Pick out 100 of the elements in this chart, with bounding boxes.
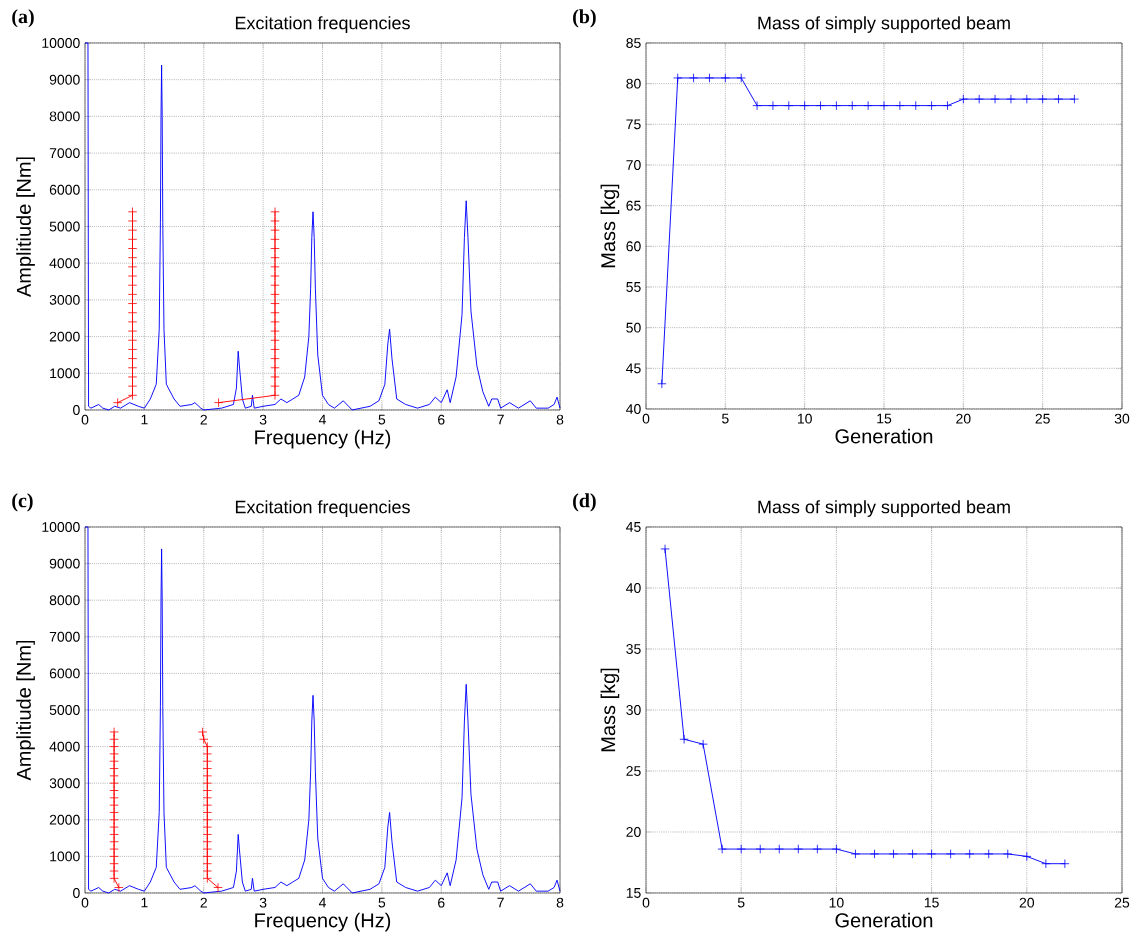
y-axis-title: Mass [kg] xyxy=(600,184,620,268)
point xyxy=(127,353,138,364)
point xyxy=(270,262,280,272)
point xyxy=(736,844,746,854)
x-tick-label: 4 xyxy=(318,414,326,425)
point xyxy=(202,741,212,752)
point xyxy=(197,727,208,737)
point xyxy=(863,100,873,111)
point xyxy=(109,793,119,803)
x-tick-label: 5 xyxy=(378,414,386,425)
chart-title: Mass of simply supported beam xyxy=(758,500,1010,517)
point xyxy=(109,763,119,774)
y-tick-label: 6000 xyxy=(49,668,80,679)
chart-title: Excitation frequencies xyxy=(235,16,410,33)
point xyxy=(199,734,209,744)
x-tick-label: 1 xyxy=(141,414,148,425)
y-tick-label: 30 xyxy=(626,705,641,715)
y-tick-label: 8000 xyxy=(49,111,80,122)
y-tick-label: 25 xyxy=(626,766,641,776)
point xyxy=(202,749,212,759)
point xyxy=(831,100,842,111)
point xyxy=(911,100,921,111)
point xyxy=(127,216,138,226)
point xyxy=(1038,94,1048,104)
x-axis-title: Frequency (Hz) xyxy=(255,429,391,449)
point xyxy=(213,397,224,408)
point xyxy=(673,73,683,83)
y-tick-label: 5000 xyxy=(49,221,80,232)
point xyxy=(109,800,119,810)
point xyxy=(270,280,280,290)
point xyxy=(202,837,212,847)
point xyxy=(127,262,138,272)
point xyxy=(202,866,212,876)
point xyxy=(202,859,212,869)
x-tick-label: 8 xyxy=(556,414,564,425)
x-tick-label: 15 xyxy=(924,897,939,908)
point xyxy=(127,308,138,318)
y-tick-label: 2000 xyxy=(49,331,80,342)
x-axis-title: Generation xyxy=(835,912,933,928)
point xyxy=(127,390,138,400)
point xyxy=(127,289,138,300)
point xyxy=(202,756,212,766)
point xyxy=(109,771,119,781)
point xyxy=(270,317,280,327)
point xyxy=(736,73,746,83)
point xyxy=(202,778,212,788)
text: (a) xyxy=(12,9,34,28)
point xyxy=(815,100,826,111)
y-tick-label: 4000 xyxy=(49,258,80,269)
y-tick-label: 9000 xyxy=(49,74,80,85)
y-axis-title: Amplitiude [Nm] xyxy=(16,157,35,298)
y-tick-label: 40 xyxy=(626,404,641,414)
y-tick-label: 40 xyxy=(626,583,641,593)
y-tick-label: 75 xyxy=(626,119,641,130)
y-tick-label: 80 xyxy=(626,78,641,89)
y-tick-label: 10000 xyxy=(42,38,80,48)
point xyxy=(1053,94,1064,104)
point xyxy=(109,829,119,840)
point xyxy=(942,100,953,111)
point xyxy=(127,225,138,235)
x-tick-label: 2 xyxy=(200,414,207,425)
text: (b) xyxy=(573,9,596,28)
point xyxy=(974,94,984,104)
text: (d) xyxy=(573,493,596,512)
x-axis-title: Frequency (Hz) xyxy=(255,912,391,932)
point xyxy=(270,335,280,345)
y-tick-label: 45 xyxy=(626,522,641,532)
point xyxy=(114,882,124,893)
point xyxy=(869,849,880,859)
point xyxy=(202,829,212,840)
y-tick-label: 7000 xyxy=(49,631,80,642)
point xyxy=(127,234,138,244)
point xyxy=(831,844,842,854)
point xyxy=(812,844,823,854)
point xyxy=(109,873,119,884)
x-tick-label: 8 xyxy=(556,897,564,908)
y-tick-label: 0 xyxy=(73,888,80,898)
y-tick-label: 70 xyxy=(626,160,641,170)
point xyxy=(965,849,975,859)
point xyxy=(127,317,138,327)
point xyxy=(270,207,280,217)
point xyxy=(109,815,119,825)
x-tick-label: 15 xyxy=(877,413,892,424)
point xyxy=(109,734,119,744)
point xyxy=(1022,851,1032,862)
point xyxy=(1060,859,1070,869)
point xyxy=(109,756,119,766)
point xyxy=(990,94,1000,104)
point xyxy=(270,298,280,309)
y-tick-label: 85 xyxy=(626,38,641,48)
point xyxy=(109,741,119,752)
point xyxy=(109,785,119,796)
x-tick-label: 10 xyxy=(797,413,812,424)
y-tick-label: 8000 xyxy=(49,595,80,606)
point xyxy=(774,844,784,854)
y-tick-label: 3000 xyxy=(49,778,80,789)
point xyxy=(270,271,280,281)
x-tick-label: 3 xyxy=(259,897,267,908)
y-tick-label: 45 xyxy=(626,363,641,374)
x-tick-label: 0 xyxy=(642,413,650,424)
